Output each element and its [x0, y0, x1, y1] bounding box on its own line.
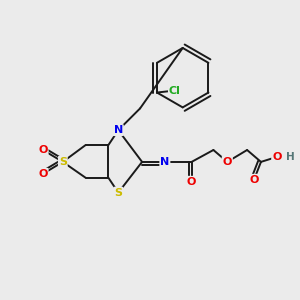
Text: O: O	[38, 169, 48, 179]
Text: H: H	[286, 152, 295, 162]
Text: S: S	[59, 157, 67, 167]
Text: N: N	[160, 157, 170, 167]
Text: S: S	[114, 188, 122, 198]
Text: O: O	[223, 157, 232, 167]
Text: N: N	[114, 125, 123, 135]
Text: O: O	[187, 177, 196, 187]
Text: O: O	[272, 152, 281, 162]
Text: O: O	[249, 175, 259, 185]
Text: Cl: Cl	[169, 85, 181, 96]
Text: O: O	[38, 145, 48, 155]
